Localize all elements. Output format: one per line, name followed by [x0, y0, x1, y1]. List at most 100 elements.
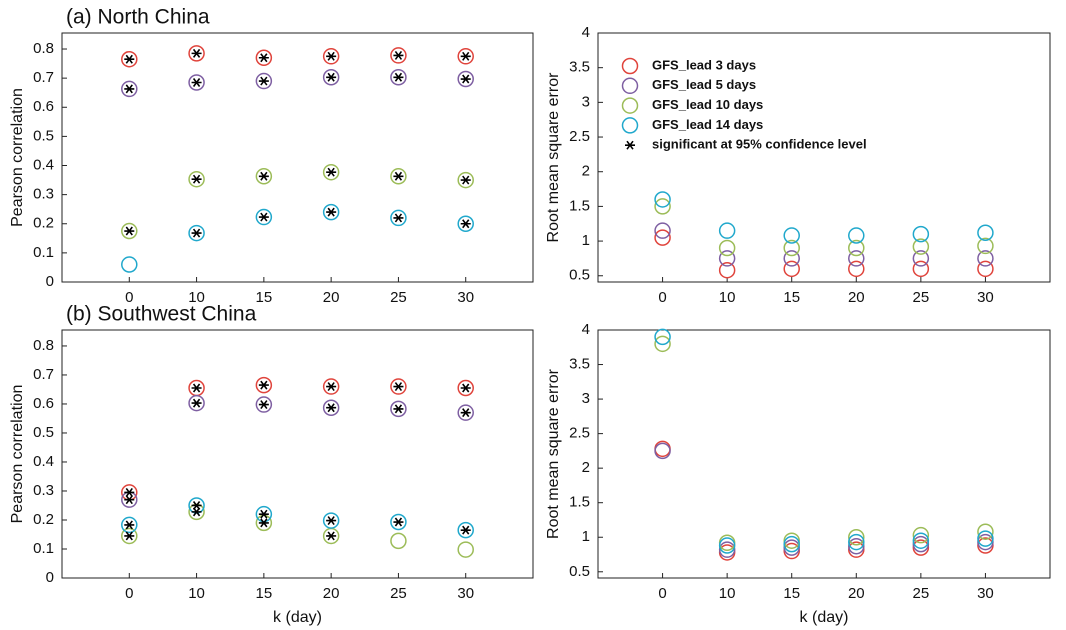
data-point: [121, 516, 138, 534]
legend-marker: [621, 57, 639, 75]
data-point: [121, 222, 138, 240]
panel: 0.5 1 1.5 2 2.5 3 3.5 4 0 10 15 20 25 30 Root mean squ…: [545, 24, 1051, 306]
x-tick-label: 0: [658, 585, 666, 602]
y-tick-label: 0: [46, 569, 54, 586]
data-point: [977, 530, 994, 547]
y-tick-label: 3: [582, 93, 590, 110]
data-point: [390, 47, 407, 64]
significance-star: [191, 78, 202, 87]
significance-star: [460, 408, 471, 418]
data-point: [457, 171, 474, 189]
y-tick-label: 1.5: [569, 494, 590, 511]
y-tick-label: 1: [582, 528, 590, 545]
legend-star: [625, 140, 635, 150]
y-tick-label: 0: [46, 273, 54, 290]
significance-star: [124, 495, 135, 505]
x-tick-label: 30: [457, 289, 474, 306]
data-point: [848, 541, 865, 558]
x-tick-label: 15: [783, 585, 800, 602]
x-tick-label: 20: [323, 585, 340, 602]
y-axis-label: Root mean square error: [545, 72, 562, 243]
significance-star: [191, 398, 202, 408]
x-tick-label: 15: [256, 289, 273, 306]
significance-star: [124, 84, 135, 94]
data-point: [457, 404, 474, 421]
significance-star: [326, 382, 337, 392]
y-tick-label: 0.3: [33, 482, 54, 499]
significance-star: [191, 383, 202, 393]
data-point: [718, 250, 736, 267]
significance-star: [258, 53, 269, 63]
significance-star: [460, 74, 471, 84]
data-point: [390, 532, 407, 550]
data-point: [255, 49, 273, 67]
significance-star: [460, 525, 471, 535]
significance-star: [258, 509, 269, 519]
significance-star: [124, 226, 135, 236]
legend-marker: [621, 117, 639, 134]
data-point: [654, 222, 671, 239]
data-point: [390, 168, 407, 185]
data-point: [977, 533, 994, 551]
x-tick-label: 25: [390, 289, 407, 306]
x-tick-label: 0: [125, 585, 133, 602]
significance-star: [393, 72, 404, 82]
significance-star: [124, 520, 135, 530]
significance-star: [393, 382, 404, 392]
data-point: [783, 539, 800, 556]
data-point: [654, 328, 671, 346]
data-point: [977, 250, 994, 267]
data-point: [912, 526, 930, 544]
significance-star: [191, 48, 202, 58]
data-point: [783, 542, 800, 560]
data-point: [188, 45, 205, 62]
data-point: [121, 527, 138, 545]
significance-star: [326, 516, 337, 526]
significance-star: [191, 501, 202, 510]
significance-star: [258, 212, 269, 222]
data-point: [322, 512, 340, 529]
y-tick-label: 2: [582, 459, 590, 476]
y-tick-label: 3.5: [569, 356, 590, 373]
plot-frame: [597, 32, 1051, 283]
significance-star: [326, 531, 337, 541]
data-point: [783, 532, 800, 549]
data-point: [912, 535, 930, 553]
data-point: [654, 442, 671, 460]
data-point: [912, 238, 930, 255]
significance-star: [460, 51, 471, 61]
x-tick-label: 30: [457, 585, 474, 602]
y-axis-label: Pearson correlation: [9, 88, 26, 227]
panel-title: (a) North China: [66, 6, 210, 29]
data-point: [977, 260, 994, 278]
legend-label: GFS_lead 5 days: [652, 77, 756, 92]
y-tick-label: 4: [582, 24, 590, 41]
significance-star: [393, 517, 404, 527]
x-tick-label: 15: [256, 585, 273, 602]
y-tick-label: 0.5: [33, 424, 54, 441]
y-tick-label: 0.2: [33, 511, 54, 528]
y-tick-label: 1.5: [569, 197, 590, 214]
x-axis-label: k (day): [273, 609, 322, 626]
data-point: [654, 229, 671, 246]
x-tick-label: 10: [719, 585, 736, 602]
y-tick-label: 0.5: [569, 267, 590, 284]
data-point: [255, 396, 273, 413]
significance-star: [124, 487, 135, 497]
panel: 0.5 1 1.5 2 2.5 3 3.5 4 0 10 15 20 25 30 Root mean squ…: [545, 321, 1051, 626]
x-tick-label: 20: [848, 289, 865, 306]
plot-frame: [61, 329, 534, 579]
data-point: [783, 250, 800, 267]
legend-label: significant at 95% confidence level: [652, 137, 867, 152]
y-tick-label: 0.3: [33, 186, 54, 203]
significance-star: [393, 171, 404, 181]
significance-star: [460, 175, 471, 185]
data-point: [783, 535, 800, 553]
significance-star: [393, 50, 404, 60]
data-point: [977, 237, 994, 255]
y-tick-label: 0.5: [569, 563, 590, 580]
data-point: [848, 227, 865, 244]
plot-frame: [61, 32, 534, 283]
x-tick-label: 20: [848, 585, 865, 602]
significance-star: [326, 51, 337, 61]
